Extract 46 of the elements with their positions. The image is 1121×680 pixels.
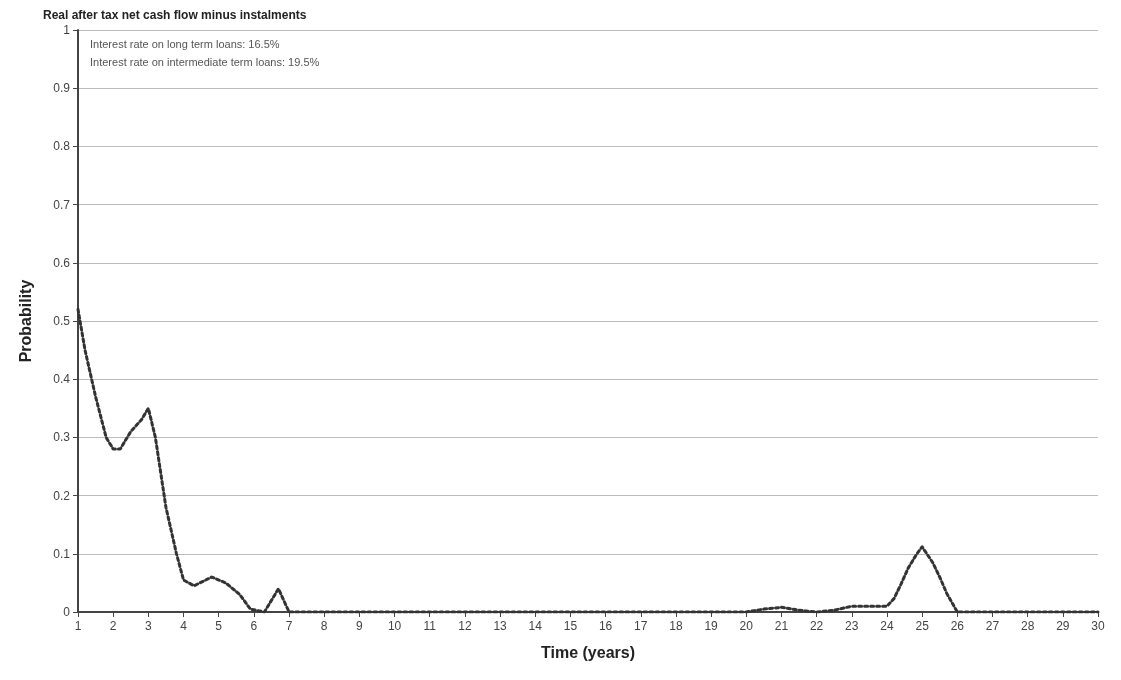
x-tick-label: 15 (563, 619, 578, 633)
y-tick-label: 0.6 (53, 255, 71, 270)
x-tick-label: 2 (109, 619, 117, 633)
x-tick-label: 22 (809, 619, 824, 633)
x-tick-label: 4 (180, 619, 188, 633)
y-tick-label: 0 (63, 605, 71, 619)
x-tick-label: 14 (528, 619, 543, 633)
x-tick-label: 9 (356, 619, 364, 633)
x-tick-label: 17 (634, 619, 648, 633)
x-tick-label: 19 (704, 619, 719, 633)
y-tick-label: 0.9 (53, 81, 71, 96)
x-tick-label: 27 (985, 619, 1000, 633)
y-tick-label: 0.4 (53, 372, 71, 387)
x-tick-label: 18 (669, 619, 683, 633)
x-axis-title: Time (years) (541, 643, 635, 661)
x-tick-label: 12 (458, 619, 472, 633)
x-tick-label: 23 (845, 619, 859, 633)
x-tick-label: 10 (387, 619, 402, 633)
x-tick-label: 30 (1091, 619, 1105, 633)
y-tick-label: 1 (63, 23, 71, 37)
x-tick-label: 7 (285, 619, 293, 633)
annotation: Interest rate on long term loans: 16.5% (90, 37, 280, 50)
x-tick-label: 6 (250, 619, 258, 633)
y-tick-label: 0.3 (53, 430, 71, 445)
x-tick-label: 24 (880, 619, 894, 633)
x-tick-label: 26 (950, 619, 965, 633)
x-tick-label: 8 (320, 619, 328, 633)
y-tick-label: 0.2 (53, 488, 71, 503)
y-tick-label: 0.8 (53, 139, 71, 154)
y-tick-label: 0.5 (53, 314, 71, 328)
y-tick-label: 0.7 (53, 197, 71, 212)
x-tick-label: 5 (215, 619, 223, 633)
y-tick-label: 0.1 (53, 546, 71, 561)
x-tick-label: 20 (739, 619, 754, 633)
x-tick-label: 28 (1020, 619, 1035, 633)
x-tick-label: 21 (774, 619, 789, 633)
x-tick-label: 3 (145, 619, 152, 633)
x-tick-label: 1 (74, 619, 82, 633)
x-tick-label: 16 (598, 619, 613, 633)
annotation: Interest rate on intermediate term loans: 19.5% (90, 55, 320, 68)
x-tick-label: 29 (1056, 619, 1070, 633)
y-axis-title: Probability (16, 279, 34, 363)
x-tick-label: 11 (423, 619, 437, 633)
text: Real after tax net cash flow minus instalments (43, 8, 307, 22)
x-tick-label: 25 (915, 619, 930, 633)
x-tick-label: 13 (493, 619, 508, 633)
